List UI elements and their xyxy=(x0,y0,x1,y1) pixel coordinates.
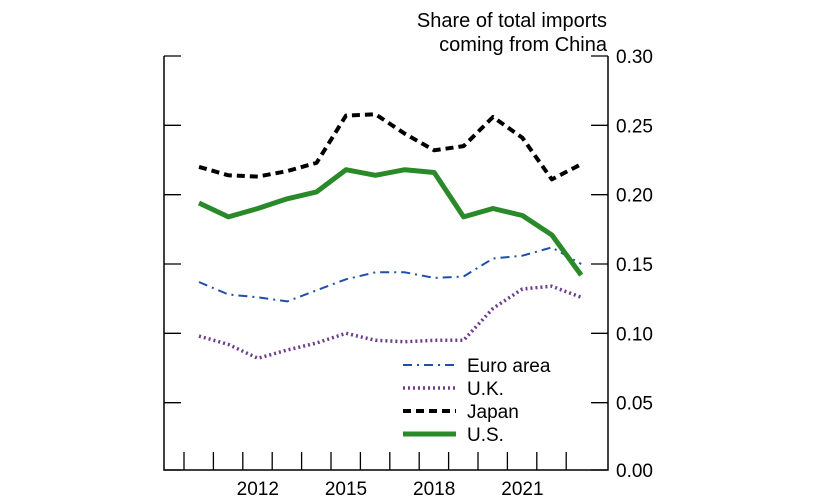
x-tick-label: 2021 xyxy=(501,479,543,500)
y-tick-label: 0.15 xyxy=(616,255,653,276)
chart-title-line-2: coming from China xyxy=(439,34,608,56)
y-tick-label: 0.20 xyxy=(616,186,653,207)
x-tick-label: 2018 xyxy=(413,479,455,500)
y-tick-label: 0.05 xyxy=(616,394,653,415)
series-line-japan xyxy=(198,112,583,182)
y-tick-label: 0.00 xyxy=(616,461,653,482)
axis-frame xyxy=(163,56,609,471)
series-line-u-s- xyxy=(197,167,584,277)
chart-title-line-1: Share of total imports xyxy=(417,10,607,32)
legend-label: Euro area xyxy=(467,356,551,377)
y-tick-label: 0.30 xyxy=(616,47,653,68)
legend-label: U.S. xyxy=(467,425,504,446)
y-tick-label: 0.10 xyxy=(616,324,653,345)
series-line-u-k- xyxy=(198,284,582,361)
y-tick-label: 0.25 xyxy=(616,116,653,137)
series-line-euro-area xyxy=(198,246,582,303)
legend-label: U.K. xyxy=(467,379,504,400)
x-tick-label: 2012 xyxy=(237,479,279,500)
legend-label: Japan xyxy=(467,402,519,423)
x-tick-label: 2015 xyxy=(325,479,367,500)
